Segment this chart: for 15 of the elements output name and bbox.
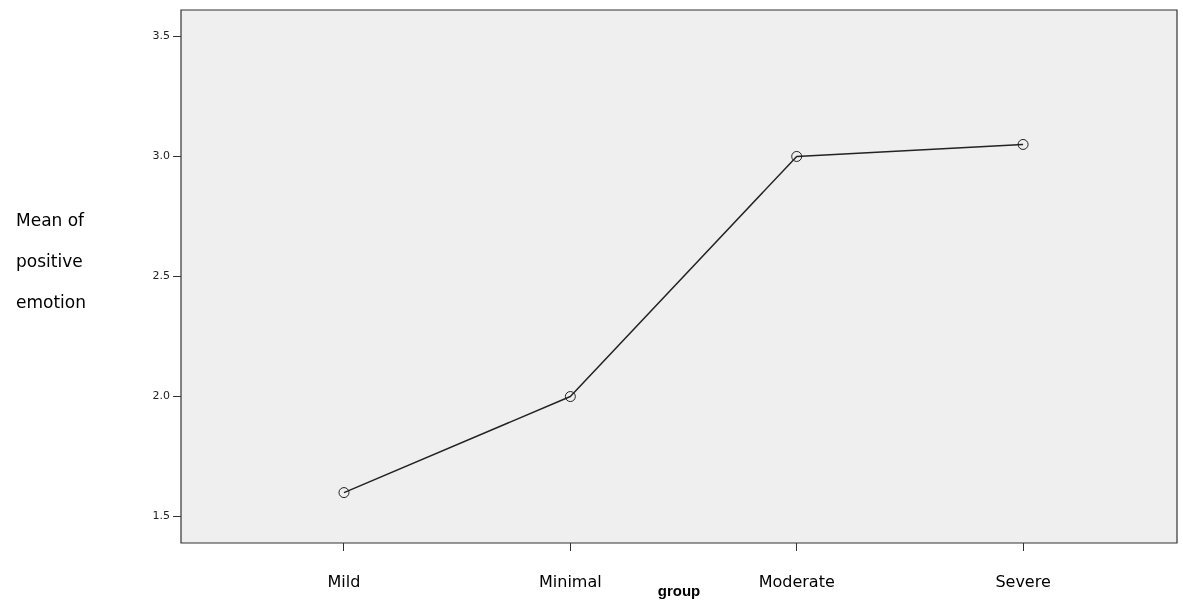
x-tick-label: Moderate — [758, 571, 835, 591]
point — [564, 391, 576, 403]
point — [1017, 138, 1029, 150]
text: Mean of positive emotion — [16, 209, 86, 312]
y-tick-label: 2.0 — [152, 389, 170, 403]
point — [791, 150, 803, 162]
x-axis-title: group — [657, 582, 701, 599]
y-tick-label: 1.5 — [152, 509, 170, 523]
x-tick-label: Severe — [995, 571, 1051, 591]
y-tick-label: 3.5 — [152, 29, 170, 43]
point — [338, 487, 350, 499]
y-tick-label: 3.0 — [152, 149, 170, 163]
y-tick-label: 2.5 — [152, 269, 170, 283]
x-tick-label: Minimal — [539, 571, 602, 591]
x-tick-label: Mild — [327, 571, 361, 591]
